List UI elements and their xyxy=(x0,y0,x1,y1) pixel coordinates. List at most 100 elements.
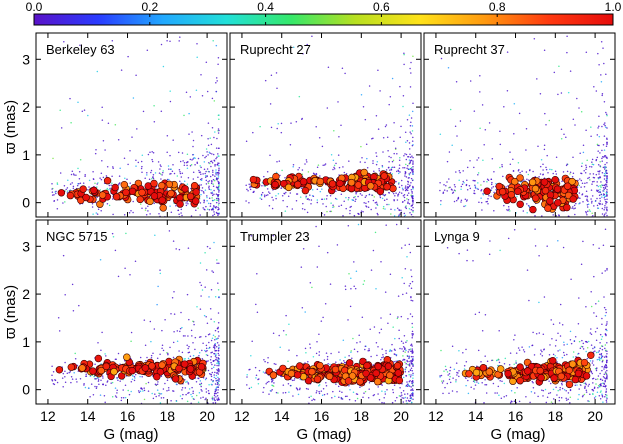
field-star xyxy=(305,196,307,199)
field-star xyxy=(160,165,162,168)
field-star xyxy=(324,302,327,305)
field-star xyxy=(117,275,120,278)
field-star xyxy=(139,390,142,392)
field-star xyxy=(561,234,563,236)
field-star xyxy=(411,110,414,113)
field-star xyxy=(478,311,481,314)
field-star xyxy=(151,178,153,180)
field-star xyxy=(391,409,393,411)
field-star xyxy=(601,184,603,186)
field-star xyxy=(393,152,395,155)
field-star xyxy=(215,201,218,204)
field-star xyxy=(409,156,412,158)
member-star xyxy=(308,368,316,376)
field-star xyxy=(168,178,170,181)
field-star xyxy=(595,302,597,305)
field-star xyxy=(603,213,606,215)
member-star xyxy=(57,189,66,197)
field-star xyxy=(412,209,414,212)
field-star xyxy=(200,389,202,391)
field-star xyxy=(574,207,576,209)
field-star xyxy=(213,374,215,376)
field-star xyxy=(362,211,364,213)
field-star xyxy=(214,383,217,385)
field-star xyxy=(217,200,220,202)
field-star xyxy=(606,394,608,396)
field-star xyxy=(533,354,536,356)
field-star xyxy=(205,205,207,208)
field-star xyxy=(51,365,53,367)
field-star xyxy=(597,163,600,166)
field-star xyxy=(91,203,94,205)
field-star xyxy=(600,74,602,76)
field-star xyxy=(215,396,217,398)
field-star xyxy=(375,152,377,154)
field-star xyxy=(147,381,150,384)
field-star xyxy=(183,180,186,183)
field-star xyxy=(335,383,337,385)
field-star xyxy=(601,335,604,338)
field-star xyxy=(599,185,601,187)
field-star xyxy=(566,51,568,54)
field-star xyxy=(411,433,413,435)
field-star xyxy=(401,397,403,399)
field-star xyxy=(184,387,187,389)
field-star xyxy=(375,342,378,344)
field-star xyxy=(202,154,204,157)
field-star xyxy=(96,186,98,188)
field-star xyxy=(122,397,125,399)
field-star xyxy=(326,251,329,254)
field-star xyxy=(600,186,602,188)
field-star xyxy=(161,174,163,176)
field-star xyxy=(251,340,253,343)
field-star xyxy=(190,164,193,166)
field-star xyxy=(412,188,414,190)
field-star xyxy=(410,269,412,271)
field-star xyxy=(96,376,99,379)
field-star xyxy=(603,373,606,376)
field-star xyxy=(488,122,491,124)
field-star xyxy=(403,193,406,196)
field-star xyxy=(202,207,204,209)
field-star xyxy=(473,192,475,194)
field-star xyxy=(210,189,212,191)
field-star xyxy=(176,175,179,177)
field-star xyxy=(603,178,606,180)
field-star xyxy=(159,353,161,356)
field-star xyxy=(372,162,374,164)
field-star xyxy=(341,391,343,393)
field-star xyxy=(348,160,350,162)
field-star xyxy=(407,318,409,320)
field-star xyxy=(211,397,214,400)
field-star xyxy=(188,133,190,135)
field-star xyxy=(198,355,200,357)
field-star xyxy=(373,170,375,173)
field-star xyxy=(603,188,605,191)
field-star xyxy=(398,395,401,397)
field-star xyxy=(156,303,158,306)
field-star xyxy=(593,86,595,88)
field-star xyxy=(287,382,290,385)
field-star xyxy=(211,270,213,272)
field-star xyxy=(216,407,218,409)
field-star xyxy=(397,183,400,185)
field-star xyxy=(597,375,600,377)
field-star xyxy=(594,395,597,398)
member-star xyxy=(565,380,574,389)
field-star xyxy=(74,352,76,355)
field-star xyxy=(389,95,392,98)
field-star xyxy=(359,193,362,195)
panel-frame xyxy=(423,219,616,405)
field-star xyxy=(181,152,184,154)
field-star xyxy=(280,187,283,189)
field-star xyxy=(411,330,414,333)
field-star xyxy=(122,389,124,391)
field-star xyxy=(301,207,304,210)
field-star xyxy=(205,344,208,347)
field-star xyxy=(605,334,607,337)
field-star xyxy=(601,196,603,198)
field-star xyxy=(403,63,405,66)
field-star xyxy=(596,184,598,187)
field-star xyxy=(493,191,495,194)
field-star xyxy=(530,391,533,393)
